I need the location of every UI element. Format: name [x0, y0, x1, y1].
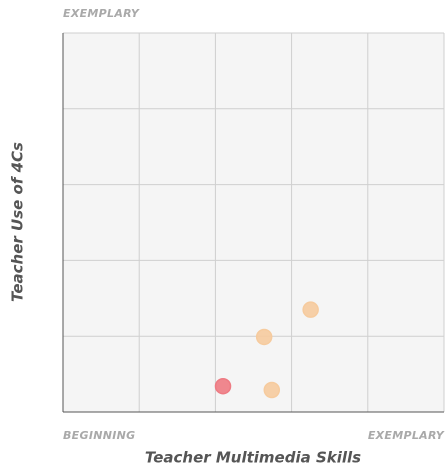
plot-background	[63, 33, 444, 412]
point	[302, 301, 319, 318]
point	[255, 328, 273, 346]
point	[214, 377, 232, 395]
x-axis-title: Teacher Multimedia Skills	[145, 449, 361, 467]
y-axis-title: Teacher Use of 4Cs	[9, 142, 27, 302]
x-tick-label: EXEMPLARY	[368, 429, 445, 442]
point	[263, 381, 281, 399]
y-tick-label: EXEMPLARY	[63, 7, 140, 20]
x-tick-label: BEGINNING	[63, 429, 135, 442]
